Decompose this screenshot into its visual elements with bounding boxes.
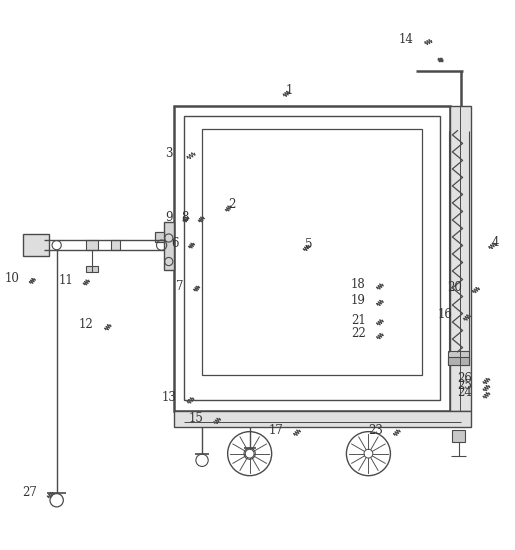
Bar [448,358,469,365]
Text: 14: 14 [399,33,414,46]
Text: 26: 26 [457,372,472,385]
Bar [174,411,471,427]
Bar [452,430,465,442]
Text: 19: 19 [351,294,366,307]
Text: 15: 15 [188,412,203,425]
Bar [174,106,450,411]
Text: 3: 3 [165,147,173,159]
Text: 11: 11 [58,273,73,287]
Bar [23,234,49,256]
Bar [450,106,471,411]
Bar [202,129,422,375]
Text: 18: 18 [351,278,366,291]
Text: 17: 17 [268,424,283,437]
Text: 16: 16 [438,309,453,321]
Text: 1: 1 [285,84,293,97]
Text: 23: 23 [368,424,383,437]
Text: 2: 2 [228,199,235,211]
Text: 22: 22 [351,327,366,340]
Text: 12: 12 [79,318,94,331]
Text: 27: 27 [22,486,37,499]
Bar [156,232,164,242]
Bar [164,222,174,271]
Text: 8: 8 [181,211,188,224]
Text: 4: 4 [492,236,499,249]
Text: 20: 20 [447,281,462,294]
Text: 25: 25 [457,379,472,392]
Bar [448,351,469,365]
Bar [111,240,120,250]
Bar [87,240,98,250]
Text: 13: 13 [162,392,177,404]
Bar [86,266,98,272]
Text: 9: 9 [165,211,173,224]
Text: 10: 10 [5,272,19,285]
Text: 21: 21 [351,314,366,327]
Text: 6: 6 [171,236,179,250]
Text: 24: 24 [457,386,472,399]
Bar [184,116,440,400]
Text: 5: 5 [305,238,313,251]
Text: 7: 7 [176,280,184,293]
